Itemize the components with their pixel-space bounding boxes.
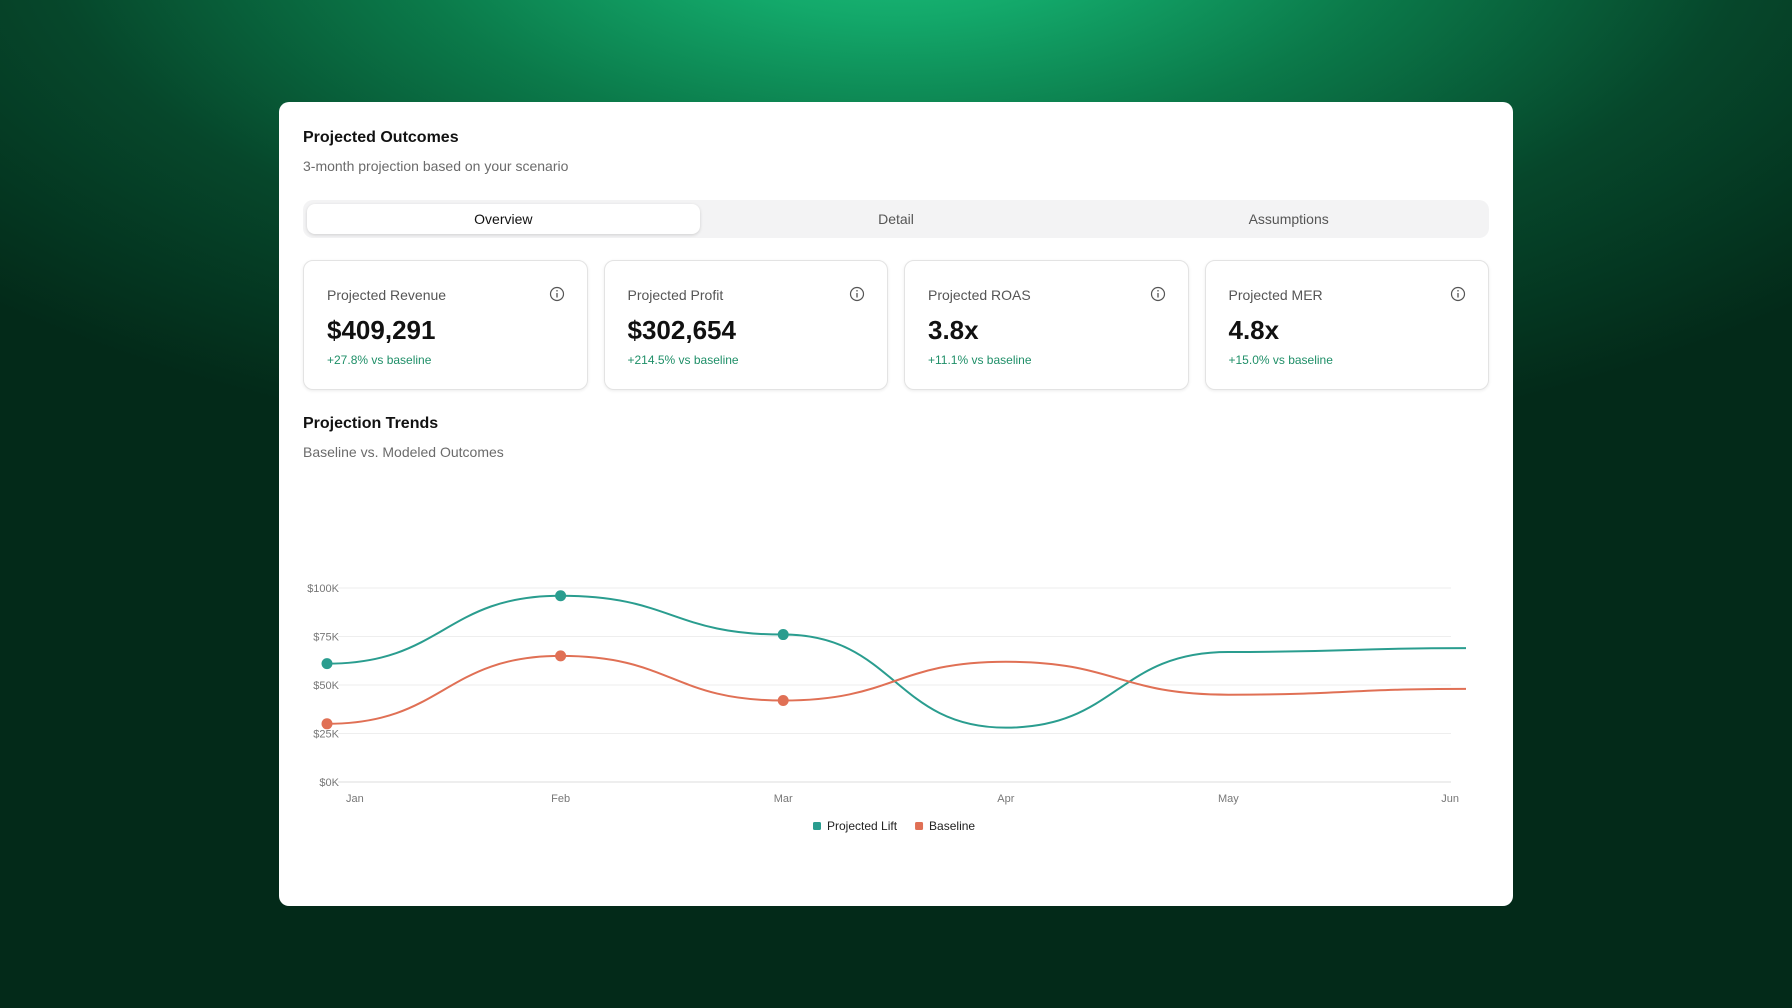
metric-value: $302,654: [627, 315, 736, 345]
section-subtitle: Baseline vs. Modeled Outcomes: [303, 444, 504, 460]
tab-assumptions[interactable]: Assumptions: [1248, 211, 1329, 227]
y-tick-label: $0K: [319, 777, 339, 789]
metric-card-mer: Projected MER 4.8x +15.0% vs baseline: [1204, 260, 1489, 390]
x-tick-label: Apr: [997, 793, 1014, 805]
legend-label: Projected Lift: [827, 819, 898, 833]
metric-label: Projected ROAS: [928, 287, 1031, 303]
info-icon[interactable]: [1450, 286, 1466, 302]
metric-card-profit: Projected Profit $302,654 +214.5% vs bas…: [603, 260, 888, 390]
data-point: [777, 629, 789, 641]
metric-value: $409,291: [327, 315, 436, 345]
y-tick-label: $50K: [313, 680, 339, 692]
metric-card-revenue: Projected Revenue $409,291 +27.8% vs bas…: [303, 260, 588, 390]
x-tick-label: May: [1218, 793, 1239, 805]
info-icon[interactable]: [849, 286, 865, 302]
x-tick-label: Jan: [346, 793, 364, 805]
info-icon[interactable]: [549, 286, 565, 302]
tab-detail[interactable]: Detail: [878, 211, 914, 227]
x-tick-label: Feb: [551, 793, 570, 805]
metric-card-roas: Projected ROAS 3.8x +11.1% vs baseline: [904, 260, 1189, 390]
x-tick-label: Jun: [1441, 793, 1459, 805]
data-point: [555, 590, 567, 602]
metric-cards: Projected Revenue $409,291 +27.8% vs bas…: [303, 260, 1489, 390]
metric-delta: +214.5% vs baseline: [627, 353, 739, 367]
x-tick-label: Mar: [774, 793, 793, 805]
series-line-baseline: [326, 654, 1467, 725]
projection-trends-chart: $0K $25K $50K $75K $100K Jan Feb Mar Apr May Jun Pr…: [307, 583, 1467, 833]
metric-value: 3.8x: [928, 315, 979, 345]
metric-delta: +27.8% vs baseline: [327, 353, 432, 367]
data-point: [777, 695, 789, 707]
data-point: [321, 658, 333, 670]
data-point: [321, 718, 333, 730]
metric-delta: +11.1% vs baseline: [928, 353, 1032, 367]
series-line-projected-lift: [326, 594, 1467, 729]
data-point: [555, 650, 567, 662]
page-subtitle: 3-month projection based on your scenari…: [303, 158, 569, 174]
metric-label: Projected Profit: [627, 287, 724, 303]
y-tick-label: $25K: [313, 729, 339, 741]
section-title: Projection Trends: [303, 415, 439, 432]
metric-value: 4.8x: [1228, 315, 1280, 345]
tab-bar: Overview Detail Assumptions: [303, 200, 1489, 238]
legend-swatch: [915, 822, 924, 830]
page-title: Projected Outcomes: [303, 129, 459, 146]
metric-label: Projected Revenue: [327, 287, 447, 303]
metric-delta: +15.0% vs baseline: [1228, 353, 1333, 367]
legend-swatch: [813, 822, 821, 830]
legend-label: Baseline: [929, 819, 975, 833]
y-tick-label: $100K: [307, 583, 339, 595]
y-tick-label: $75K: [313, 632, 339, 644]
metric-label: Projected MER: [1228, 287, 1323, 303]
projected-outcomes-card: Projected Outcomes 3-month projection ba…: [279, 102, 1513, 906]
info-icon[interactable]: [1150, 286, 1166, 302]
tab-overview[interactable]: Overview: [307, 204, 700, 234]
